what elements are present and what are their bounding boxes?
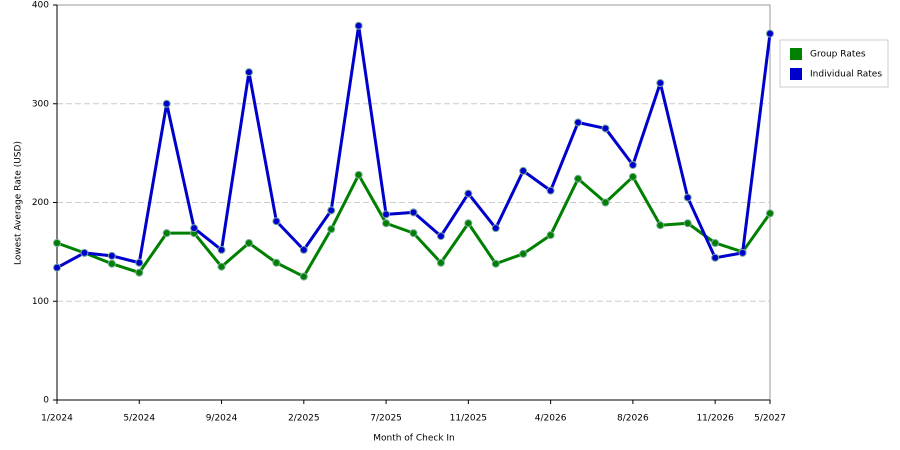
x-tick-label: 11/2025 xyxy=(450,414,487,424)
data-point xyxy=(162,229,171,238)
data-point xyxy=(409,229,418,238)
x-axis-title: Month of Check In xyxy=(373,434,455,444)
x-tick-label: 4/2026 xyxy=(535,414,567,424)
data-point xyxy=(574,174,583,183)
x-tick-label: 11/2026 xyxy=(696,414,734,424)
y-tick-label: 100 xyxy=(32,297,49,307)
legend-swatch xyxy=(790,48,802,60)
data-point xyxy=(628,172,637,181)
data-point xyxy=(711,253,720,262)
data-point xyxy=(628,160,637,169)
data-point xyxy=(382,219,391,228)
data-point xyxy=(299,272,308,281)
data-point xyxy=(299,245,308,254)
data-point xyxy=(546,186,555,195)
data-point xyxy=(107,259,116,268)
data-point xyxy=(738,248,747,257)
data-point xyxy=(766,209,774,218)
data-point xyxy=(217,262,226,271)
data-point xyxy=(80,248,89,257)
data-point xyxy=(601,198,610,207)
data-point xyxy=(409,208,418,217)
data-point xyxy=(53,263,61,272)
y-axis-title: Lowest Average Rate (USD) xyxy=(14,141,24,265)
data-point xyxy=(766,29,774,38)
data-point xyxy=(436,258,445,267)
data-point xyxy=(53,238,61,247)
data-point xyxy=(382,210,391,219)
x-tick-label: 5/2024 xyxy=(123,414,155,424)
data-point xyxy=(135,258,144,267)
x-tick-label: 9/2024 xyxy=(206,414,238,424)
data-point xyxy=(190,224,199,233)
x-tick-label: 8/2026 xyxy=(617,414,649,424)
data-point xyxy=(683,219,692,228)
y-tick-label: 0 xyxy=(43,396,49,406)
data-point xyxy=(135,268,144,277)
data-point xyxy=(519,166,528,175)
data-point xyxy=(162,99,171,108)
x-tick-label: 7/2025 xyxy=(370,414,402,424)
data-point xyxy=(272,217,281,226)
y-tick-label: 300 xyxy=(32,99,49,109)
data-point xyxy=(464,189,473,198)
y-tick-label: 200 xyxy=(32,198,49,208)
data-point xyxy=(354,170,363,179)
data-point xyxy=(107,251,116,260)
legend-label: Group Rates xyxy=(810,50,866,60)
data-point xyxy=(327,206,336,215)
data-point xyxy=(244,238,253,247)
data-point xyxy=(327,225,336,234)
data-point xyxy=(711,238,720,247)
data-point xyxy=(217,245,226,254)
data-point xyxy=(491,224,500,233)
data-point xyxy=(546,231,555,240)
data-point xyxy=(244,68,253,77)
data-point xyxy=(272,258,281,267)
y-tick-label: 400 xyxy=(32,1,49,11)
data-point xyxy=(656,221,665,230)
data-point xyxy=(683,193,692,202)
legend-swatch xyxy=(790,68,802,80)
data-point xyxy=(464,219,473,228)
x-tick-label: 1/2024 xyxy=(41,414,73,424)
data-point xyxy=(491,259,500,268)
data-point xyxy=(354,21,363,30)
data-point xyxy=(436,232,445,241)
data-point xyxy=(601,124,610,133)
data-point xyxy=(574,118,583,127)
data-point xyxy=(656,79,665,88)
data-point xyxy=(519,249,528,258)
x-tick-label: 5/2027 xyxy=(754,414,786,424)
legend-label: Individual Rates xyxy=(810,70,882,80)
x-tick-label: 2/2025 xyxy=(288,414,320,424)
